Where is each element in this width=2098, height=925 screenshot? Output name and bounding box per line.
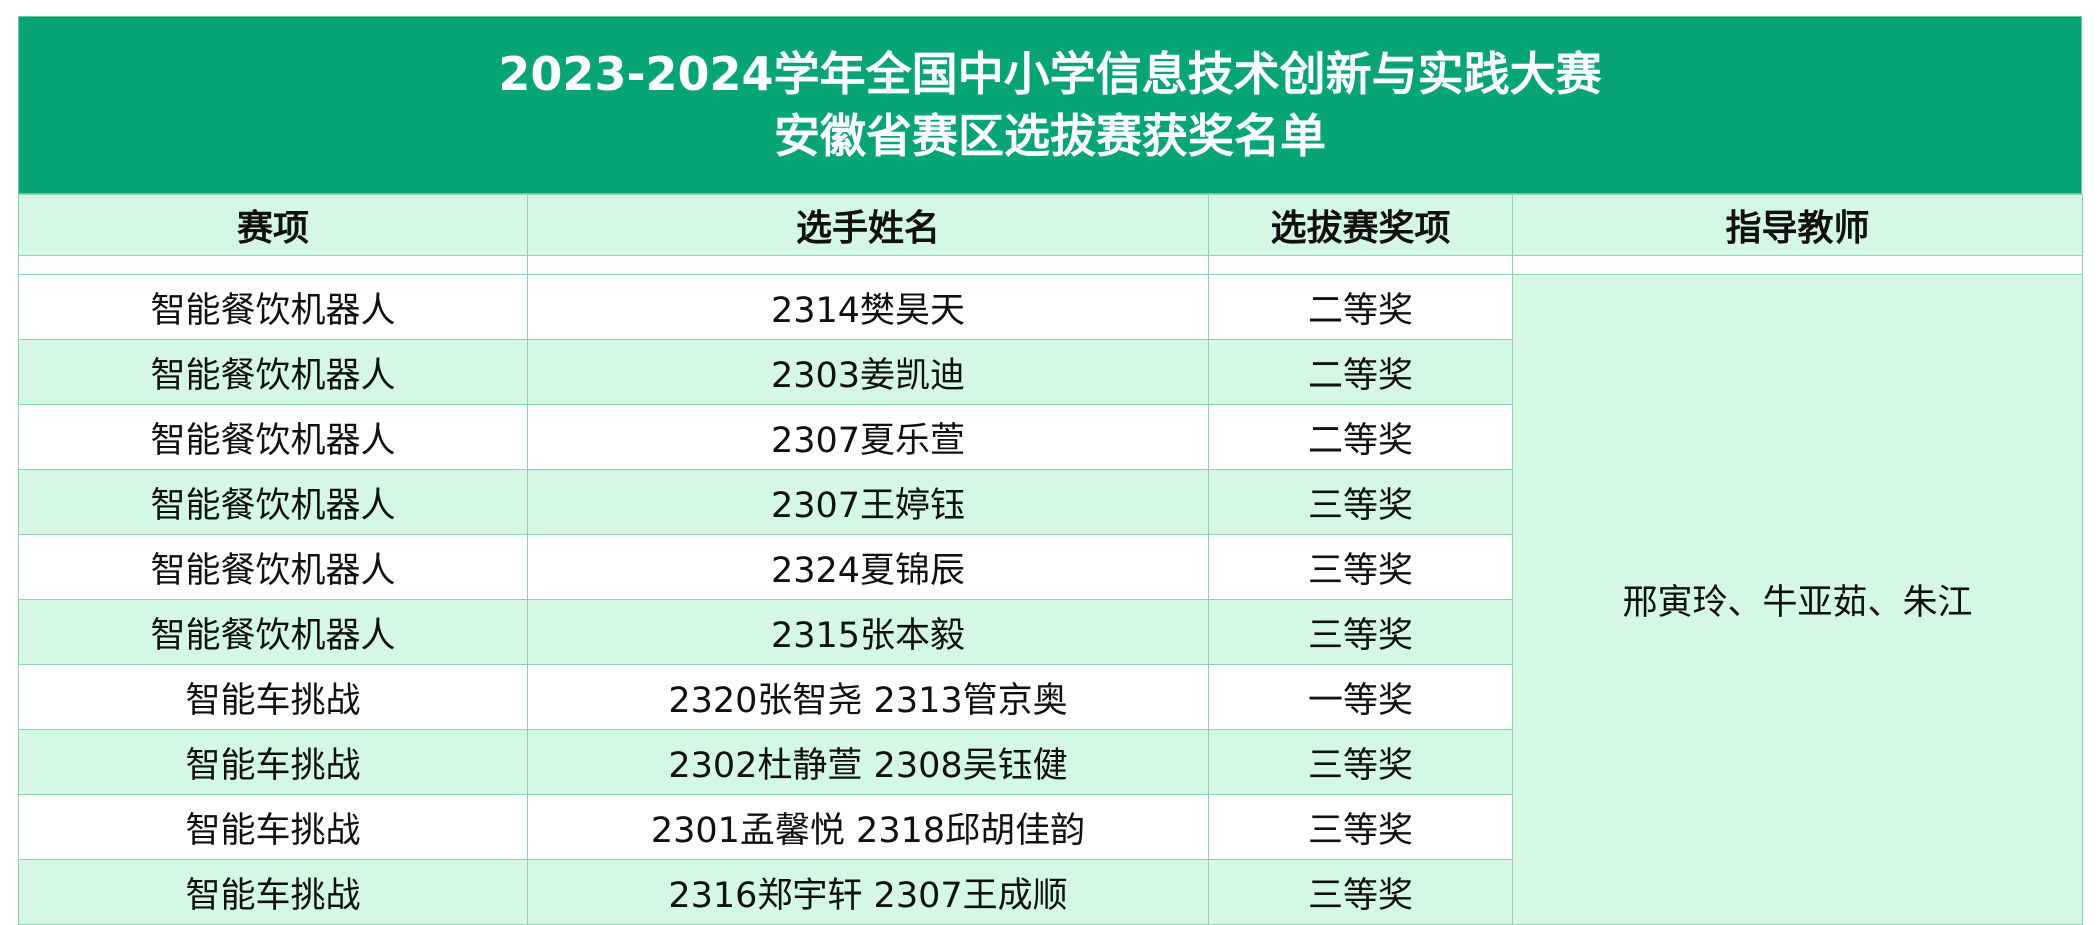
cell-award: 三等奖 — [1208, 859, 1513, 925]
cell-event: 智能餐饮机器人 — [18, 534, 528, 600]
cell-event: 智能餐饮机器人 — [18, 404, 528, 470]
cell-event: 智能餐饮机器人 — [18, 469, 528, 535]
table-row: 智能车挑战 2302杜静萱 2308吴钰健 三等奖 — [18, 729, 2083, 795]
title-banner: 2023-2024学年全国中小学信息技术创新与实践大赛 安徽省赛区选拔赛获奖名单 — [18, 16, 2082, 194]
cell-name: 2303姜凯迪 — [527, 339, 1209, 405]
cell-award: 三等奖 — [1208, 599, 1513, 665]
table-row: 智能餐饮机器人 2307王婷钰 三等奖 — [18, 469, 2083, 535]
cell-award: 三等奖 — [1208, 534, 1513, 600]
cell-name: 2314樊昊天 — [527, 274, 1209, 340]
cell-event: 智能车挑战 — [18, 859, 528, 925]
cell-event: 智能餐饮机器人 — [18, 339, 528, 405]
cell-name: 2320张智尧 2313管京奥 — [527, 664, 1209, 730]
cell-event: 智能车挑战 — [18, 794, 528, 860]
cell-name: 2324夏锦辰 — [527, 534, 1209, 600]
cell-award: 二等奖 — [1208, 404, 1513, 470]
cell-teachers: 邢寅玲、牛亚茹、朱江 — [1512, 274, 2083, 925]
cell-event: 智能餐饮机器人 — [18, 274, 528, 340]
award-table: 赛项 选手姓名 选拔赛奖项 指导教师 智能餐饮机器人 2314樊昊天 二等奖 邢寅玲、… — [18, 194, 2083, 925]
cell-award: 三等奖 — [1208, 469, 1513, 535]
header-event: 赛项 — [18, 194, 528, 256]
header-row: 赛项 选手姓名 选拔赛奖项 指导教师 — [18, 194, 2083, 256]
cell-name: 2301孟馨悦 2318邱胡佳韵 — [527, 794, 1209, 860]
title-line-2: 安徽省赛区选拔赛获奖名单 — [774, 109, 1326, 163]
cell-award: 三等奖 — [1208, 729, 1513, 795]
cell-name: 2302杜静萱 2308吴钰健 — [527, 729, 1209, 795]
cell-event: 智能车挑战 — [18, 664, 528, 730]
header-award: 选拔赛奖项 — [1208, 194, 1513, 256]
title-line-1: 2023-2024学年全国中小学信息技术创新与实践大赛 — [498, 47, 1602, 101]
cell-award: 一等奖 — [1208, 664, 1513, 730]
cell-name: 2316郑宇轩 2307王成顺 — [527, 859, 1209, 925]
table-row: 智能餐饮机器人 2314樊昊天 二等奖 邢寅玲、牛亚茹、朱江 — [18, 274, 2083, 925]
cell-award: 二等奖 — [1208, 274, 1513, 340]
cell-event: 智能车挑战 — [18, 729, 528, 795]
table-row: 智能餐饮机器人 2324夏锦辰 三等奖 — [18, 534, 2083, 600]
header-teacher: 指导教师 — [1512, 194, 2083, 256]
cell-name: 2315张本毅 — [527, 599, 1209, 665]
table-row: 智能餐饮机器人 2303姜凯迪 二等奖 — [18, 339, 2083, 405]
cell-event: 智能餐饮机器人 — [18, 599, 528, 665]
cell-award: 三等奖 — [1208, 794, 1513, 860]
cell-name: 2307王婷钰 — [527, 469, 1209, 535]
header-name: 选手姓名 — [527, 194, 1209, 256]
table-row: 智能车挑战 2316郑宇轩 2307王成顺 三等奖 — [18, 859, 2083, 925]
table-row: 智能餐饮机器人 2307夏乐萱 二等奖 — [18, 404, 2083, 470]
cell-name: 2307夏乐萱 — [527, 404, 1209, 470]
table-row: 智能车挑战 2320张智尧 2313管京奥 一等奖 — [18, 664, 2083, 730]
table-row: 智能车挑战 2301孟馨悦 2318邱胡佳韵 三等奖 — [18, 794, 2083, 860]
spacer-row — [18, 255, 2083, 275]
award-list-sheet: 2023-2024学年全国中小学信息技术创新与实践大赛 安徽省赛区选拔赛获奖名单… — [18, 16, 2083, 925]
cell-award: 二等奖 — [1208, 339, 1513, 405]
